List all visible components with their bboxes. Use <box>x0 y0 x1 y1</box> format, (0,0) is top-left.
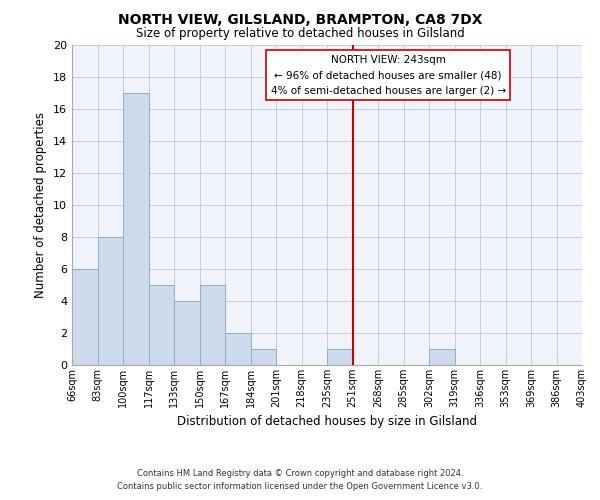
Bar <box>174 301 199 365</box>
Bar <box>97 237 123 365</box>
Bar <box>72 269 97 365</box>
Text: NORTH VIEW: 243sqm
← 96% of detached houses are smaller (48)
4% of semi-detached: NORTH VIEW: 243sqm ← 96% of detached hou… <box>271 54 506 96</box>
Text: Size of property relative to detached houses in Gilsland: Size of property relative to detached ho… <box>136 28 464 40</box>
Bar <box>429 349 455 365</box>
Bar <box>225 333 251 365</box>
Text: NORTH VIEW, GILSLAND, BRAMPTON, CA8 7DX: NORTH VIEW, GILSLAND, BRAMPTON, CA8 7DX <box>118 12 482 26</box>
Bar <box>199 285 225 365</box>
X-axis label: Distribution of detached houses by size in Gilsland: Distribution of detached houses by size … <box>177 416 477 428</box>
Bar <box>123 93 149 365</box>
Bar <box>327 349 353 365</box>
Bar <box>149 285 174 365</box>
Text: Contains HM Land Registry data © Crown copyright and database right 2024.
Contai: Contains HM Land Registry data © Crown c… <box>118 469 482 491</box>
Bar <box>251 349 276 365</box>
Y-axis label: Number of detached properties: Number of detached properties <box>34 112 47 298</box>
